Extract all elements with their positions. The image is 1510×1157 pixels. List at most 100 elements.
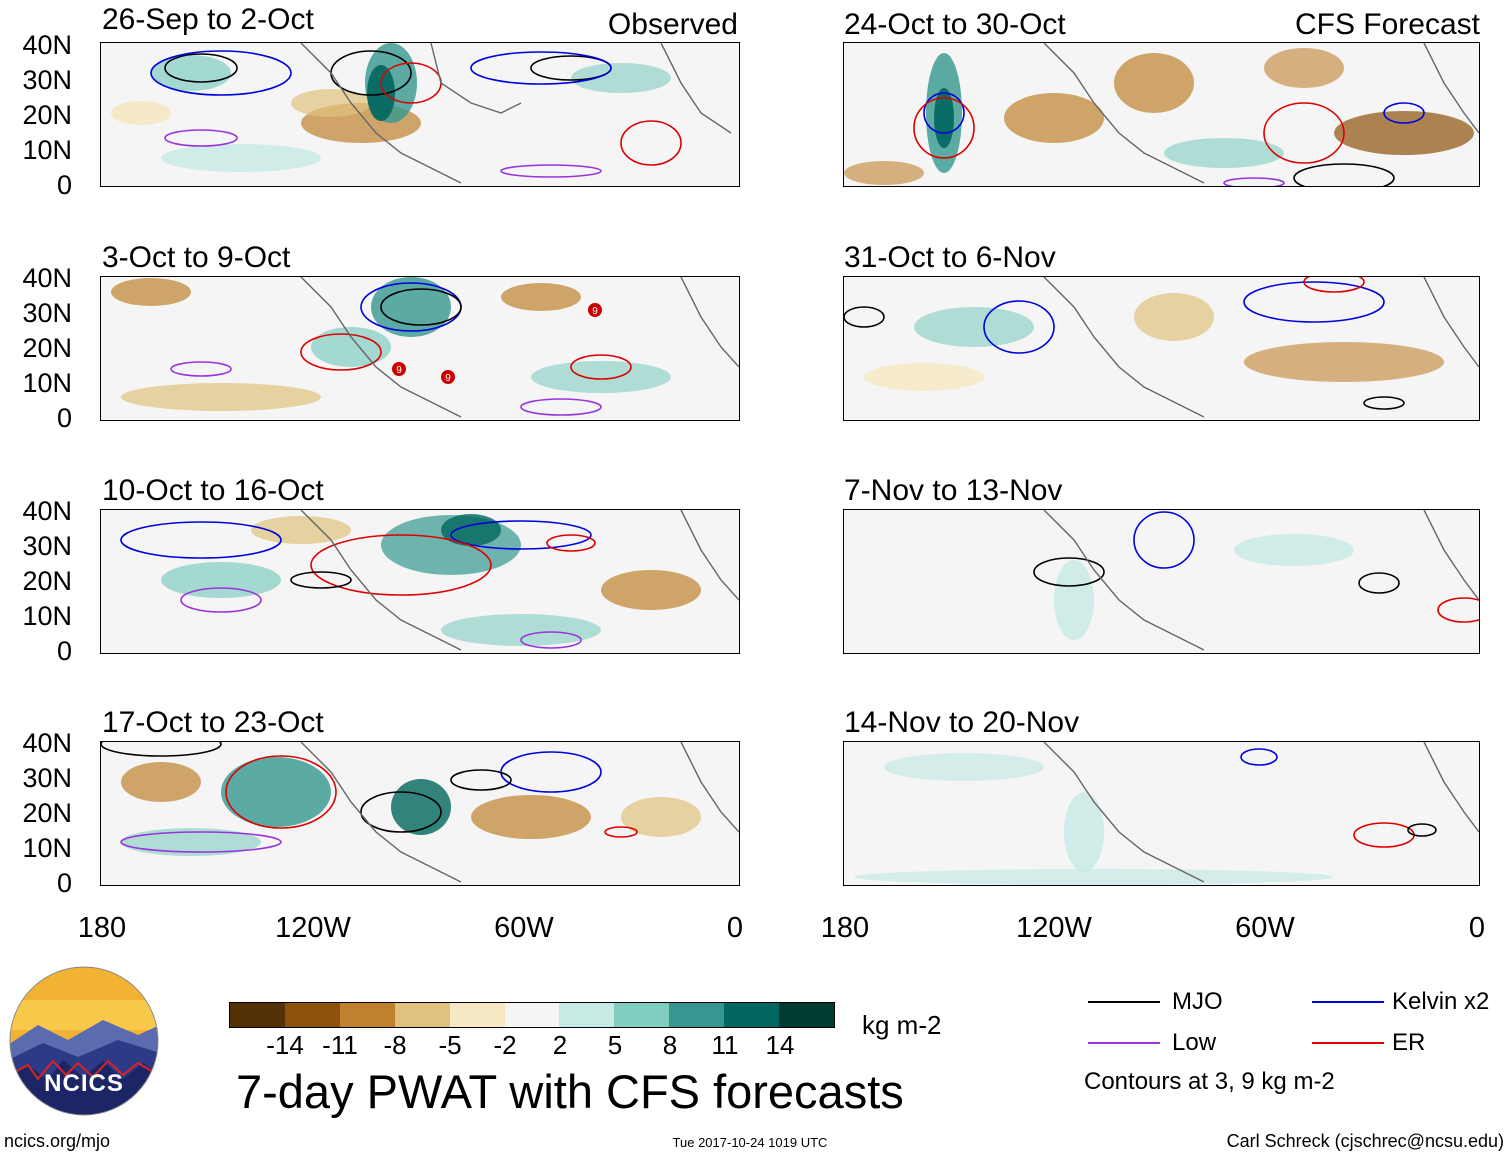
colorbar-tick: 2 [552,1030,568,1060]
main-title: 7-day PWAT with CFS forecasts [236,1065,904,1118]
pwat-anomaly-dry [121,383,321,411]
legend-label-low: Low [1172,1029,1217,1056]
low-contour [180,587,262,613]
land-outline [1043,510,1479,651]
observed-header: Observed [607,8,738,41]
logo-text: NCICS [44,1070,124,1097]
pwat-anomaly-wet [1054,560,1094,640]
panel-title-fcst-2: 31-Oct to 6-Nov [844,241,1056,274]
low-contour [520,398,602,416]
lon-label: 180 [820,912,870,944]
lat-label: 10N [22,368,72,398]
storm-marker: 9 [441,370,455,384]
er-contour [1263,102,1345,164]
er-contour [310,534,492,596]
legend-line-low [1088,1042,1160,1044]
lon-label: 60W [1235,912,1295,944]
lat-label: 0 [56,636,72,666]
lat-label: 0 [56,170,72,200]
panel-title-obs-1: 26-Sep to 2-Oct [102,3,314,36]
panel-frame [843,42,1480,187]
lat-label: 40N [22,30,72,60]
map-panel-fcst-4 [844,742,1479,885]
er-contour [1437,597,1479,623]
colorbar-tick: 14 [765,1030,795,1060]
colorbar-swatch [779,1003,834,1027]
lat-label: 40N [22,496,72,526]
pwat-anomaly-wet [161,144,321,172]
legend-label-mjo: MJO [1172,988,1223,1015]
lat-label: 40N [22,728,72,758]
pwat-anomaly-dry [1004,93,1104,143]
pwat-anomaly-dry [1264,48,1344,88]
panel-frame [843,741,1480,886]
pwat-anomaly-dry [601,570,701,610]
lat-label: 20N [22,333,72,363]
pwat-anomaly-wet [1234,534,1354,566]
colorbar-units: kg m-2 [862,1010,942,1040]
colorbar-tick: 5 [607,1030,623,1060]
forecast-header: CFS Forecast [1294,8,1480,41]
colorbar-swatch [449,1003,506,1027]
colorbar-tick: 8 [662,1030,678,1060]
lat-label: 10N [22,135,72,165]
mjo-contour [1033,557,1105,587]
land-outline [1043,277,1479,418]
pwat-anomaly-dry [251,516,351,544]
footer-timestamp: Tue 2017-10-24 1019 UTC [672,1135,828,1150]
er-contour [570,354,632,380]
lat-label: 0 [56,403,72,433]
land-outline [300,43,732,184]
colorbar-swatch [724,1003,781,1027]
kelvin-contour [1243,281,1385,323]
pwat-anomaly-wet [367,65,395,121]
mjo-contour [1293,163,1395,186]
land-outline [300,277,739,418]
kelvin-contour [923,92,965,134]
legend-line-kelvin [1312,1001,1384,1003]
colorbar-tick: -2 [493,1030,517,1060]
land-outline [1043,742,1479,883]
pwat-anomaly-dry [121,762,201,802]
mjo-contour [101,742,222,757]
low-contour [170,361,232,377]
panel-title-obs-3: 10-Oct to 16-Oct [102,474,324,507]
colorbar-tick: -14 [266,1030,304,1060]
pwat-anomaly-wet [531,361,671,393]
lat-label: 40N [22,263,72,293]
storm-marker: 9 [392,362,406,376]
pwat-anomaly-dry [844,161,924,185]
pwat-anomaly-wet [854,869,1334,885]
pwat-anomaly-wet [311,327,391,367]
pwat-anomaly-wet [441,614,601,646]
footer-author: Carl Schreck (cjschrec@ncsu.edu) [1226,1131,1504,1151]
kelvin-contour [470,51,612,85]
mjo-contour [844,306,885,328]
lon-label: 120W [1016,912,1092,944]
colorbar [229,1002,835,1028]
footer-website[interactable]: ncics.org/mjo [4,1131,111,1151]
panel-title-obs-4: 17-Oct to 23-Oct [102,706,324,739]
colorbar-swatch [394,1003,451,1027]
kelvin-contour [1240,748,1278,766]
legend-label-kelvin: Kelvin x2 [1392,988,1490,1015]
kelvin-contour [120,521,282,559]
pwat-anomaly-dry [1334,111,1474,155]
panel-frame [843,276,1480,421]
legend-note: Contours at 3, 9 kg m-2 [1084,1068,1335,1095]
mjo-contour [1407,823,1437,837]
er-contour [300,333,382,371]
colorbar-swatch [230,1003,286,1027]
er-contour [1303,277,1365,293]
map-panel-obs-2: 9 9 9 [101,277,739,420]
map-panel-fcst-1 [844,43,1479,186]
pwat-anomaly-dry [1134,293,1214,341]
panel-frame [100,42,740,187]
lon-label: 60W [494,912,554,944]
low-contour [120,831,282,853]
kelvin-contour [983,300,1055,354]
pwat-anomaly-dry [1114,53,1194,113]
pwat-anomaly-dry [111,278,191,306]
lon-label: 120W [275,912,351,944]
mjo-contour [290,571,352,589]
